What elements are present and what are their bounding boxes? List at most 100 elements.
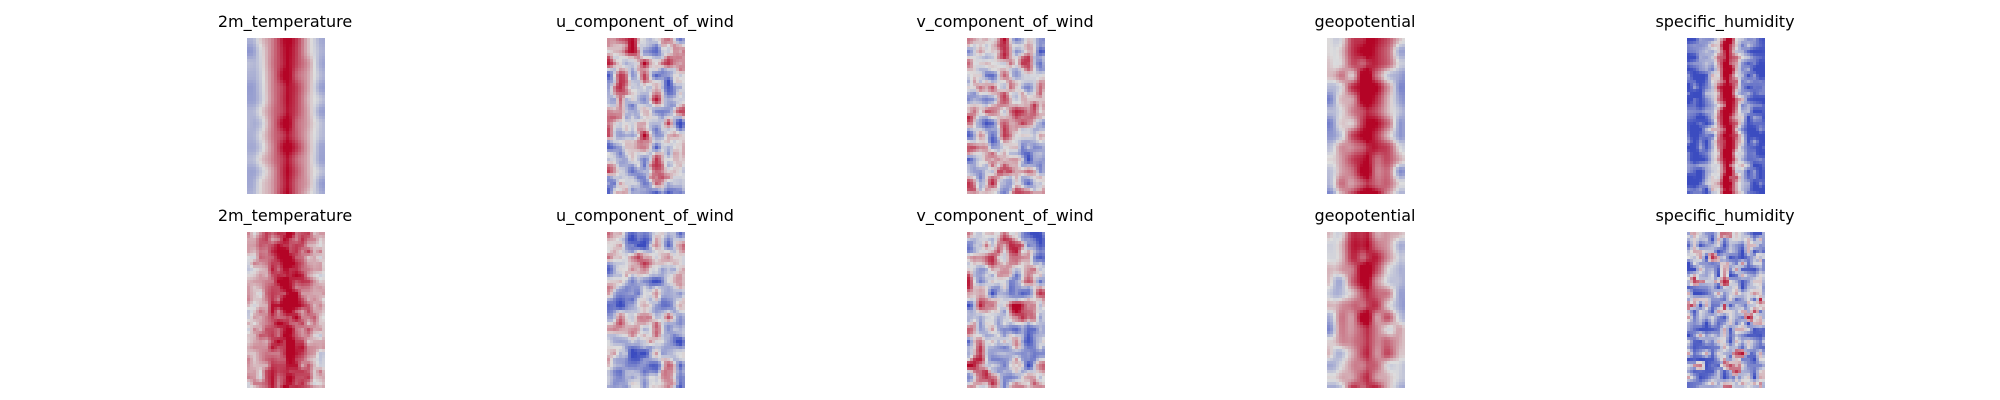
heatmap-cell [253, 173, 257, 177]
heatmap-cell [313, 182, 317, 186]
heatmap-cell [1378, 110, 1382, 114]
heatmap-cell [1009, 47, 1013, 51]
heatmap-cell [268, 125, 272, 129]
heatmap-cell [1036, 146, 1040, 150]
heatmap-cell [289, 77, 293, 81]
heatmap-cell [1336, 59, 1340, 63]
heatmap-cell [1033, 53, 1037, 57]
heatmap-cell [616, 173, 620, 177]
heatmap-cell [1018, 161, 1022, 165]
heatmap-cell [247, 92, 251, 96]
heatmap-cell [1384, 62, 1388, 66]
heatmap-cell [1387, 62, 1391, 66]
heatmap-cell [1003, 95, 1007, 99]
heatmap-cell [262, 50, 266, 54]
heatmap-cell [622, 44, 626, 48]
heatmap-cell [322, 74, 325, 78]
heatmap-cell [997, 116, 1001, 120]
heatmap-cell [631, 80, 635, 84]
heatmap-cell [316, 116, 320, 120]
heatmap-cell [640, 47, 644, 51]
heatmap-cell [1333, 140, 1337, 144]
heatmap-cell [268, 95, 272, 99]
heatmap-cell [1021, 182, 1025, 186]
heatmap-cell [655, 170, 659, 174]
heatmap-cell [1012, 74, 1016, 78]
heatmap-cell [616, 119, 620, 123]
heatmap-cell [616, 152, 620, 156]
heatmap-cell [262, 158, 266, 162]
heatmap-cell [1387, 125, 1391, 129]
heatmap-cell [265, 104, 269, 108]
heatmap-cell [613, 59, 617, 63]
heatmap-cell [1030, 68, 1034, 72]
heatmap-cell [610, 128, 614, 132]
heatmap-cell [262, 101, 266, 105]
heatmap-cell [616, 170, 620, 174]
heatmap-cell [310, 104, 314, 108]
heatmap-cell [1012, 179, 1016, 183]
heatmap-cell [997, 122, 1001, 126]
heatmap-cell [625, 176, 629, 180]
heatmap-cell [649, 182, 653, 186]
heatmap-cell [973, 113, 977, 117]
heatmap-cell [625, 71, 629, 75]
heatmap-cell [289, 164, 293, 168]
heatmap-cell [262, 92, 266, 96]
heatmap-cell [1000, 89, 1004, 93]
heatmap-cell [1039, 83, 1043, 87]
heatmap-cell [1027, 167, 1031, 171]
heatmap-cell [250, 146, 254, 150]
heatmap-cell [319, 113, 323, 117]
heatmap-cell [1327, 137, 1331, 141]
heatmap-cell [973, 95, 977, 99]
heatmap-cell [622, 47, 626, 51]
heatmap-cell [1372, 137, 1376, 141]
heatmap-cell [1039, 146, 1043, 150]
heatmap-cell [1036, 68, 1040, 72]
heatmap-cell [616, 86, 620, 90]
heatmap-cell [322, 110, 325, 114]
heatmap-cell [970, 101, 974, 105]
heatmap-cell [619, 68, 623, 72]
heatmap-cell [1009, 179, 1013, 183]
heatmap-cell [253, 47, 257, 51]
heatmap-cell [1357, 107, 1361, 111]
heatmap-cell [1390, 83, 1394, 87]
heatmap-cell [247, 62, 251, 66]
heatmap-cell [991, 191, 995, 194]
heatmap-cell [970, 134, 974, 138]
heatmap-cell [988, 116, 992, 120]
heatmap-cell [1039, 71, 1043, 75]
heatmap-cell [1003, 170, 1007, 174]
heatmap-cell [265, 182, 269, 186]
heatmap-cell [1384, 86, 1388, 90]
heatmap-cell [1399, 50, 1403, 54]
heatmap-cell [661, 68, 665, 72]
heatmap-cell [310, 125, 314, 129]
heatmap-cell [673, 98, 677, 102]
heatmap-cell [679, 44, 683, 48]
heatmap-cell [1381, 62, 1385, 66]
heatmap-cell [1003, 161, 1007, 165]
heatmap-cell [310, 152, 314, 156]
heatmap-cell [277, 53, 281, 57]
heatmap-cell [646, 59, 650, 63]
heatmap-cell [610, 107, 614, 111]
heatmap-cell [304, 173, 308, 177]
heatmap-cell [1399, 47, 1403, 51]
heatmap-cell [988, 65, 992, 69]
heatmap-cell [1339, 125, 1343, 129]
heatmap-cell [280, 167, 284, 171]
heatmap-cell [991, 95, 995, 99]
heatmap-cell [1009, 92, 1013, 96]
heatmap-cell [973, 101, 977, 105]
heatmap-cell [268, 77, 272, 81]
heatmap-cell [1015, 119, 1019, 123]
heatmap-cell [664, 173, 668, 177]
heatmap-cell [1018, 104, 1022, 108]
heatmap-cell [1036, 155, 1040, 159]
heatmap-cell [271, 95, 275, 99]
heatmap-cell [304, 47, 308, 51]
heatmap-cell [280, 188, 284, 192]
